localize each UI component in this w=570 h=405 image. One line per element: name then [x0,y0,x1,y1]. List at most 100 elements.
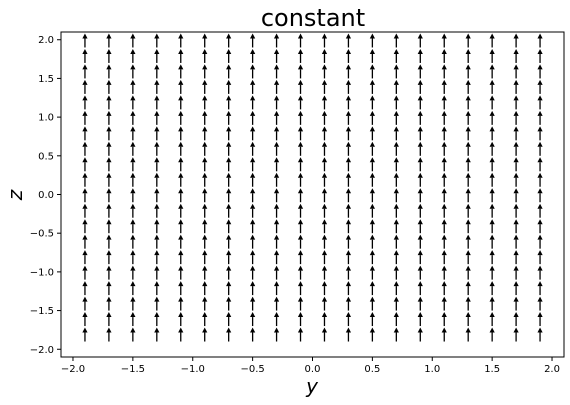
field-arrow [202,203,208,218]
field-arrow [130,312,136,327]
field-arrow [154,296,160,311]
field-arrow [130,265,136,280]
field-arrow [154,172,160,187]
field-arrow [250,327,256,342]
field-arrow [226,95,232,110]
field-arrow [202,188,208,203]
field-arrow [417,79,423,94]
field-arrow [513,64,519,79]
field-arrow [82,126,88,141]
field-arrow [345,327,352,342]
field-arrow [273,281,280,296]
field-arrow [106,48,112,63]
field-arrow [106,110,112,125]
field-arrow [130,281,136,296]
field-arrow [465,327,471,342]
field-arrow [202,126,208,141]
field-arrow [273,296,280,311]
field-arrow [513,157,519,172]
field-arrow [465,79,471,94]
field-arrow [345,234,352,249]
field-arrow [202,327,208,342]
field-arrow [321,48,328,63]
field-arrow [321,33,328,48]
field-arrow [154,95,160,110]
field-arrow [178,157,184,172]
field-arrow [441,265,447,280]
field-arrow [369,95,375,110]
field-arrow [537,141,543,156]
field-arrow [297,126,304,141]
field-arrow [417,296,423,311]
field-arrow [82,95,88,110]
field-arrow [537,126,543,141]
field-arrow [82,64,88,79]
field-arrow [369,296,375,311]
field-arrow [369,312,375,327]
y-axis: −2.0 −1.5 −1.0 −0.5 0.0 0.5 1.0 1.5 2.0 [30,35,61,356]
field-arrow [393,33,399,48]
field-arrow [345,110,352,125]
field-arrow [345,33,352,48]
field-arrow [489,126,495,141]
field-arrow [489,157,495,172]
field-arrow [202,281,208,296]
field-arrow [82,250,88,265]
field-arrow [537,95,543,110]
field-arrow [130,188,136,203]
field-arrow [513,33,519,48]
field-arrow [441,79,447,94]
field-arrow [369,250,375,265]
field-arrow [154,48,160,63]
field-arrow [250,312,256,327]
field-arrow [202,48,208,63]
field-arrow [393,312,399,327]
field-arrow [202,234,208,249]
field-arrow [178,327,184,342]
field-arrow [130,250,136,265]
field-arrow [537,172,543,187]
field-arrow [106,188,112,203]
field-arrow [321,172,328,187]
field-arrow [202,157,208,172]
field-arrow [417,141,423,156]
field-arrow [393,157,399,172]
field-arrow [202,95,208,110]
x-tick-label: −2.0 [61,364,85,375]
field-arrow [106,265,112,280]
field-arrow [465,48,471,63]
field-arrow [154,234,160,249]
field-arrow [393,126,399,141]
field-arrow [250,219,256,234]
field-arrow [537,265,543,280]
field-arrow [82,312,88,327]
field-arrow [369,64,375,79]
field-arrow [537,281,543,296]
field-arrow [250,126,256,141]
field-arrow [106,312,112,327]
y-tick-label: 1.0 [38,113,54,124]
field-arrow [465,219,471,234]
field-arrow [202,312,208,327]
field-arrow [393,172,399,187]
field-arrow [273,188,280,203]
field-arrow [537,250,543,265]
field-arrow [250,95,256,110]
field-arrow [226,312,232,327]
field-arrow [393,327,399,342]
field-arrow [321,64,328,79]
y-tick-label: −1.0 [30,267,54,278]
chart-title: constant [261,4,365,32]
field-arrow [489,141,495,156]
field-arrow [178,172,184,187]
field-arrow [82,234,88,249]
field-arrow [369,110,375,125]
field-arrow [345,312,352,327]
field-arrow [537,157,543,172]
field-arrow [130,172,136,187]
field-arrow [202,296,208,311]
field-arrow [393,234,399,249]
field-arrow [441,110,447,125]
field-arrow [489,110,495,125]
field-arrow [513,219,519,234]
